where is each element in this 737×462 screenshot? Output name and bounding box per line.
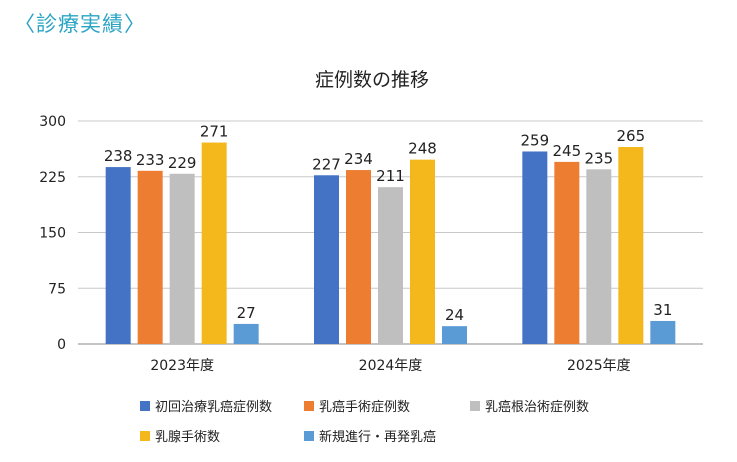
x-tick-label: 2024年度: [359, 358, 423, 374]
bar: [137, 170, 163, 344]
bar: [314, 175, 339, 344]
bar: [586, 169, 612, 344]
legend-item: 乳癌根治術症例数: [470, 396, 589, 415]
bar: [410, 159, 435, 344]
bar: [554, 161, 580, 344]
data-label: 229: [168, 154, 197, 172]
bars: [105, 142, 676, 344]
legend-swatch: [304, 400, 314, 411]
bar: [233, 323, 259, 344]
bar: [201, 142, 227, 344]
chart-title: 症例数の推移: [315, 69, 429, 91]
bar: [618, 147, 644, 344]
data-label: 259: [521, 131, 550, 149]
data-label: 27: [237, 304, 256, 322]
bar: [346, 170, 371, 344]
y-tick-label: 150: [39, 226, 66, 242]
legend-label: 乳腺手術数: [155, 430, 221, 445]
data-label: 227: [312, 155, 341, 173]
data-label: 234: [344, 150, 373, 168]
legend-label: 乳癌手術症例数: [319, 400, 411, 415]
bar: [378, 187, 403, 344]
y-axis-ticks: 0 75 150 225 300: [39, 114, 66, 353]
section-heading: 〈診療実績〉: [14, 12, 146, 36]
data-label: 31: [653, 301, 672, 319]
bar: [650, 320, 676, 344]
y-tick-label: 225: [39, 170, 66, 186]
bar: [169, 173, 195, 344]
legend-swatch: [140, 400, 150, 411]
y-tick-label: 75: [48, 281, 66, 297]
bar: [522, 151, 548, 344]
x-tick-label: 2023年度: [150, 358, 214, 374]
x-tick-label: 2025年度: [567, 358, 631, 374]
data-label: 238: [104, 147, 133, 165]
data-label: 265: [617, 127, 646, 145]
legend-item: 新規進行・再発乳癌: [304, 426, 436, 445]
data-label: 245: [553, 142, 582, 160]
legend-label: 新規進行・再発乳癌: [319, 430, 437, 445]
legend-label: 乳癌根治術症例数: [485, 400, 590, 415]
legend-swatch: [470, 400, 480, 411]
bar: [442, 326, 467, 344]
data-label: 235: [585, 149, 614, 167]
y-tick-label: 300: [39, 114, 66, 130]
data-label: 248: [408, 140, 437, 158]
x-axis-ticks: 2023年度 2024年度 2025年度: [150, 358, 630, 374]
data-label: 271: [200, 123, 229, 141]
legend-item: 初回治療乳癌症例数: [140, 396, 272, 415]
legend-item: 乳癌手術症例数: [304, 396, 410, 415]
legend-item: 乳腺手術数: [140, 426, 220, 445]
data-label: 233: [136, 151, 165, 169]
data-label: 211: [376, 167, 405, 185]
data-label: 24: [445, 306, 464, 324]
legend-label: 初回治療乳癌症例数: [155, 400, 273, 415]
y-tick-label: 0: [57, 337, 66, 353]
legend-swatch: [304, 430, 314, 441]
legend-swatch: [140, 430, 150, 441]
bar: [105, 167, 131, 344]
